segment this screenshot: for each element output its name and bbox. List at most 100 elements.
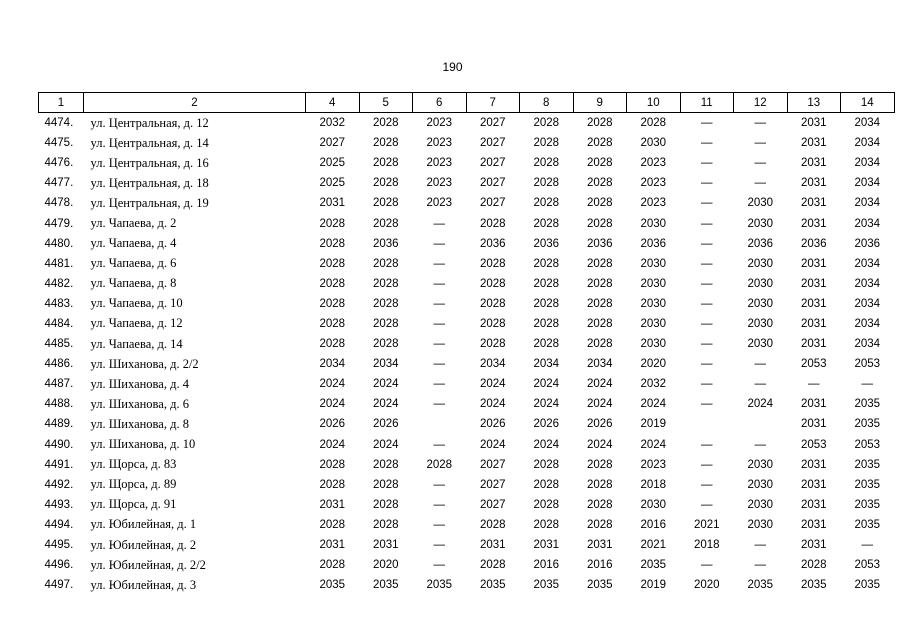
- year-cell: 2036: [586, 237, 613, 250]
- year-cell: 2030: [640, 317, 667, 330]
- year-cell: 2024: [640, 438, 667, 451]
- year-cell: 2030: [640, 217, 667, 230]
- year-cell: 2024: [640, 398, 667, 411]
- address: ул. Щорса, д. 89: [90, 477, 177, 492]
- year-cell: 2027: [479, 498, 506, 511]
- year-cell: 2028: [372, 137, 399, 150]
- year-cell: 2053: [800, 358, 827, 371]
- year-cell: 2034: [479, 358, 506, 371]
- table-row: 4489. ул. Шиханова, д. 8 2026 2026 2026 2026 2…: [39, 414, 895, 434]
- table-row: 4481. ул. Чапаева, д. 6 2028 2028 — 2028 2028 2…: [39, 254, 895, 274]
- year-cell: 2018: [640, 478, 667, 491]
- year-cell: 2035: [319, 579, 346, 592]
- year-cell: 2026: [319, 418, 346, 431]
- row-number: 4486.: [44, 358, 74, 371]
- row-number: 4483.: [44, 297, 74, 310]
- row-number: 4494.: [44, 518, 74, 531]
- year-cell: 2030: [640, 338, 667, 351]
- year-cell: —: [754, 539, 767, 552]
- address: ул. Юбилейная, д. 2: [90, 537, 197, 552]
- year-cell: —: [754, 559, 767, 572]
- year-cell: 2028: [533, 157, 560, 170]
- year-cell: —: [433, 338, 446, 351]
- year-cell: 2018: [693, 539, 720, 552]
- year-cell: 2016: [640, 518, 667, 531]
- year-cell: 2027: [479, 458, 506, 471]
- year-cell: 2028: [586, 518, 613, 531]
- year-cell: 2024: [372, 378, 399, 391]
- year-cell: 2028: [479, 518, 506, 531]
- year-cell: 2036: [533, 237, 560, 250]
- year-cell: 2028: [800, 559, 827, 572]
- column-header: 12: [733, 92, 788, 113]
- table-row: 4493. ул. Щорса, д. 91 2031 2028 — 2027 2028 20…: [39, 495, 895, 515]
- column-header: 2: [83, 92, 306, 113]
- year-cell: 2026: [479, 418, 506, 431]
- address: ул. Чапаева, д. 10: [90, 296, 183, 311]
- year-cell: —: [701, 338, 713, 351]
- year-cell: 2026: [372, 418, 399, 431]
- year-cell: —: [433, 378, 446, 391]
- year-cell: 2023: [426, 177, 453, 190]
- address: ул. Юбилейная, д. 2/2: [90, 557, 206, 572]
- year-cell: 2034: [854, 197, 881, 210]
- year-cell: 2028: [533, 498, 560, 511]
- column-header: 9: [572, 92, 627, 113]
- year-cell: 2030: [747, 478, 774, 491]
- year-cell: —: [701, 117, 713, 130]
- year-cell: 2028: [319, 458, 346, 471]
- address: ул. Шиханова, д. 6: [90, 396, 189, 411]
- column-header: 7: [465, 92, 520, 113]
- year-cell: 2031: [800, 317, 827, 330]
- row-number: 4488.: [44, 398, 74, 411]
- row-number: 4487.: [44, 378, 74, 391]
- year-cell: —: [433, 498, 446, 511]
- column-header: 8: [519, 92, 574, 113]
- table-row: 4482. ул. Чапаева, д. 8 2028 2028 — 2028 2028 2…: [39, 274, 895, 294]
- year-cell: 2028: [533, 137, 560, 150]
- year-cell: 2031: [479, 539, 506, 552]
- address: ул. Центральная, д. 14: [90, 135, 209, 150]
- year-cell: 2053: [854, 358, 881, 371]
- year-cell: 2035: [854, 518, 881, 531]
- table-row: 4480. ул. Чапаева, д. 4 2028 2036 — 2036 2036 2…: [39, 234, 895, 254]
- address: ул. Шиханова, д. 4: [90, 376, 189, 391]
- year-cell: —: [701, 478, 713, 491]
- year-cell: —: [701, 197, 713, 210]
- year-cell: —: [433, 438, 446, 451]
- year-cell: 2028: [372, 117, 399, 130]
- year-cell: 2031: [800, 197, 827, 210]
- year-cell: 2028: [319, 559, 346, 572]
- address: ул. Центральная, д. 18: [90, 175, 209, 190]
- year-cell: 2036: [854, 237, 881, 250]
- year-cell: 2031: [319, 498, 346, 511]
- year-cell: 2031: [533, 539, 560, 552]
- row-number: 4496.: [44, 559, 74, 572]
- year-cell: 2030: [747, 458, 774, 471]
- column-header: 1: [38, 92, 84, 113]
- year-cell: 2028: [533, 217, 560, 230]
- year-cell: 2024: [372, 398, 399, 411]
- year-cell: 2034: [854, 317, 881, 330]
- year-cell: 2034: [854, 177, 881, 190]
- year-cell: 2026: [533, 418, 560, 431]
- year-cell: 2023: [426, 117, 453, 130]
- year-cell: —: [433, 358, 446, 371]
- year-cell: 2024: [533, 378, 560, 391]
- year-cell: 2028: [586, 117, 613, 130]
- year-cell: 2024: [319, 378, 346, 391]
- year-cell: 2028: [372, 458, 399, 471]
- column-header: 14: [840, 92, 895, 113]
- year-cell: 2031: [800, 117, 827, 130]
- year-cell: 2034: [854, 338, 881, 351]
- column-header: 5: [358, 92, 413, 113]
- table-row: 4488. ул. Шиханова, д. 6 2024 2024 — 2024 2024…: [39, 394, 895, 414]
- row-number: 4492.: [44, 478, 74, 491]
- row-number: 4482.: [44, 277, 74, 290]
- year-cell: 2031: [800, 137, 827, 150]
- year-cell: 2024: [586, 378, 613, 391]
- address: ул. Юбилейная, д. 3: [90, 577, 197, 592]
- year-cell: 2028: [586, 458, 613, 471]
- table-row: 4485. ул. Чапаева, д. 14 2028 2028 — 2028 2028…: [39, 334, 895, 354]
- year-cell: 2028: [319, 518, 346, 531]
